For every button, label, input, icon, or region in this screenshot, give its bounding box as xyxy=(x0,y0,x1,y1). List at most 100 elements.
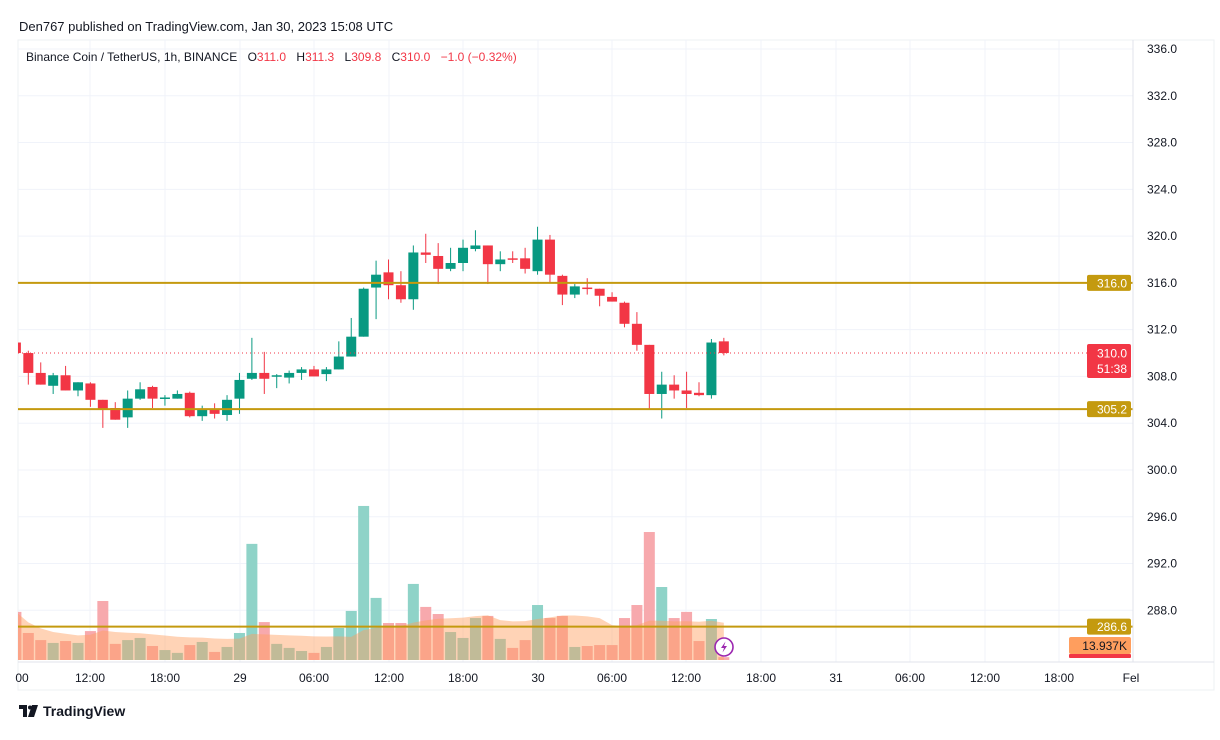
candle-body xyxy=(35,372,46,385)
candle-body xyxy=(97,399,108,410)
time-tick-label: 18:00 xyxy=(1044,671,1074,685)
volume-bar xyxy=(147,646,159,660)
volume-bar xyxy=(358,505,370,660)
volume-bar xyxy=(718,657,730,660)
candle xyxy=(35,362,46,385)
candle xyxy=(718,337,729,356)
candle xyxy=(308,365,319,377)
candle-body xyxy=(234,379,245,399)
candle xyxy=(271,374,282,389)
volume-bar xyxy=(569,646,581,660)
candle xyxy=(582,278,593,295)
candle-body xyxy=(209,409,220,414)
last-price-label: 310.051:38 xyxy=(1087,344,1131,379)
volume-ma-label: 13.937K xyxy=(1069,637,1131,658)
candle-body xyxy=(18,342,21,354)
volume-bar xyxy=(631,605,643,660)
volume-bar xyxy=(507,647,519,660)
volume-bar xyxy=(60,641,72,660)
candle xyxy=(371,260,382,320)
candle-body xyxy=(458,247,469,264)
candle xyxy=(631,312,642,351)
candle xyxy=(694,382,704,397)
time-tick-label: 12:00 xyxy=(671,671,701,685)
candle xyxy=(395,271,406,303)
time-tick-label: 06:00 xyxy=(895,671,925,685)
candle-body xyxy=(532,239,543,272)
volume-bar xyxy=(308,652,320,660)
candle-body xyxy=(23,353,34,373)
time-tick-label: 12:00 xyxy=(75,671,105,685)
time-tick-label: 29 xyxy=(233,671,247,685)
price-tick-label: 320.0 xyxy=(1147,229,1177,243)
volume-bar xyxy=(271,643,283,660)
bar-countdown-text: 51:38 xyxy=(1097,362,1127,376)
price-axis[interactable]: 336.0 332.0 328.0 324.0 320.0 316.0 312.0 308.0… xyxy=(1147,42,1177,617)
level-price-label: 316.0 xyxy=(1087,274,1131,291)
candle-body xyxy=(308,369,319,377)
candle xyxy=(48,372,59,394)
candle xyxy=(706,339,717,399)
volume-bar xyxy=(35,640,47,660)
volume-bar xyxy=(581,646,593,660)
price-tick-label: 296.0 xyxy=(1147,510,1177,524)
volume-bar xyxy=(246,543,258,660)
candle xyxy=(18,342,21,354)
candle-body xyxy=(296,369,307,373)
candle xyxy=(135,382,146,400)
horizontal-levels[interactable] xyxy=(18,281,1133,628)
price-tick-label: 328.0 xyxy=(1147,136,1177,150)
candle-body xyxy=(60,375,71,391)
candle-body xyxy=(706,342,717,396)
candle xyxy=(159,395,170,406)
price-tick-label: 304.0 xyxy=(1147,416,1177,430)
volume-bar xyxy=(469,618,481,660)
candle-body xyxy=(544,239,555,275)
candle xyxy=(482,245,493,285)
candle-body xyxy=(395,285,406,300)
volume-bar xyxy=(18,611,22,660)
candle xyxy=(532,226,543,275)
candle xyxy=(346,317,357,357)
volume-bar xyxy=(482,615,494,660)
candle-body xyxy=(582,287,593,290)
footer-brand: TradingView xyxy=(43,703,126,719)
candle xyxy=(495,251,506,272)
symbol-name: Binance Coin / TetherUS, 1h, BINANCE xyxy=(26,50,238,64)
volume-bar xyxy=(370,597,382,660)
volume-bar xyxy=(159,650,171,660)
candle-body xyxy=(135,389,146,399)
price-tick-label: 336.0 xyxy=(1147,42,1177,56)
candle xyxy=(669,375,680,399)
candle-body xyxy=(482,245,493,265)
volume-bar xyxy=(420,606,432,660)
price-tick-label: 288.0 xyxy=(1147,603,1177,617)
candle-body xyxy=(371,274,382,288)
candle xyxy=(97,399,108,428)
price-tick-label: 312.0 xyxy=(1147,323,1177,337)
tradingview-footer[interactable]: TradingView xyxy=(19,703,125,719)
candle xyxy=(644,344,655,410)
time-axis[interactable]: 00 12:00 18:00 29 06:00 12:00 18:00 30 06:00 12:0… xyxy=(15,671,1139,685)
candle xyxy=(358,287,369,337)
volume-bar xyxy=(395,623,407,660)
candle-body xyxy=(48,375,59,386)
candle-body xyxy=(631,323,642,345)
level-price-label-bg xyxy=(1087,401,1131,418)
volume-bar xyxy=(594,645,606,660)
volume-bar xyxy=(643,532,655,660)
last-price-bg xyxy=(1087,344,1131,379)
candle xyxy=(321,367,332,382)
candle xyxy=(73,382,83,397)
candle xyxy=(172,390,183,399)
time-tick-label: Fel xyxy=(1123,671,1140,685)
volume-bar xyxy=(544,618,556,660)
candle xyxy=(408,245,419,310)
candle xyxy=(234,372,245,414)
volume-bar xyxy=(618,618,630,660)
volume-bar xyxy=(606,645,618,660)
candle xyxy=(520,247,531,274)
lightning-icon[interactable] xyxy=(714,637,734,657)
candle-body xyxy=(433,255,444,269)
